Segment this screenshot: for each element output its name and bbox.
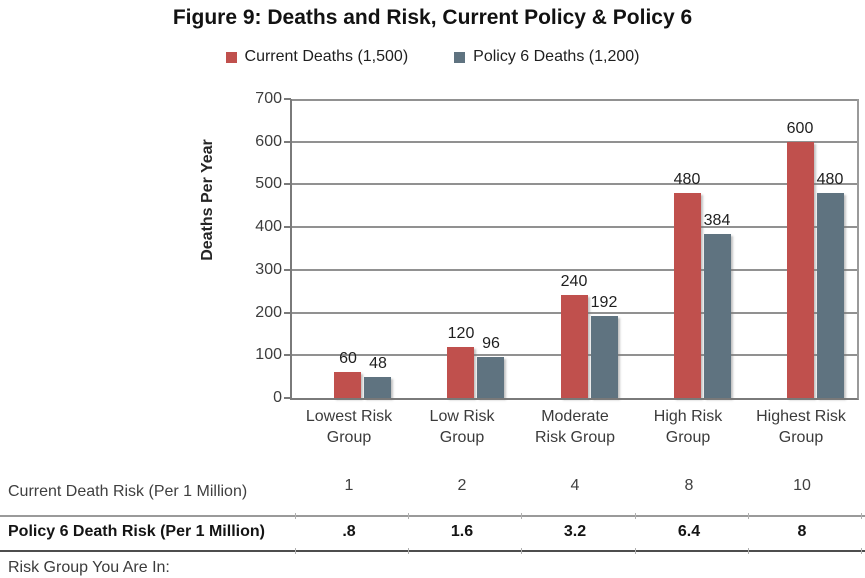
- y-tick-label: 200: [255, 304, 282, 321]
- category-label: Moderate Risk Group: [534, 408, 616, 446]
- y-tick-mark: [284, 354, 291, 356]
- bar-current-deaths: [561, 295, 588, 398]
- divider-tick: [521, 513, 522, 519]
- bar-value-label: 60: [339, 350, 357, 367]
- bar-value-label: 600: [786, 120, 814, 137]
- table-row-current-death-risk: Current Death Risk (Per 1 Million) 1 2 4 8 10: [0, 472, 865, 504]
- bar-value-label: 192: [590, 294, 618, 311]
- divider-tick: [748, 513, 749, 519]
- grid-line: [292, 99, 857, 101]
- bar-policy6-deaths: [704, 234, 731, 398]
- y-tick-label: 400: [255, 218, 282, 235]
- divider-tick: [635, 548, 636, 554]
- category-label: High Risk Group: [653, 408, 723, 446]
- bar-current-deaths: [787, 142, 814, 398]
- legend-label: Policy 6 Deaths (1,200): [473, 48, 640, 65]
- table-cell-value: 1: [344, 477, 354, 494]
- grid-line: [292, 226, 857, 228]
- table-cell-value: 8: [797, 523, 807, 540]
- divider-tick: [408, 548, 409, 554]
- chart-legend: Current Deaths (1,500) Policy 6 Deaths (1…: [0, 48, 865, 66]
- y-tick-label: 500: [255, 175, 282, 192]
- legend-color-swatch: [225, 51, 237, 63]
- y-tick-mark: [284, 397, 291, 399]
- divider-tick: [408, 513, 409, 519]
- bar-value-label: 48: [369, 355, 387, 372]
- divider-tick: [861, 548, 862, 554]
- y-tick-mark: [284, 269, 291, 271]
- risk-group-footer-label: Risk Group You Are In:: [8, 559, 170, 576]
- table-cell-value: 3.2: [563, 523, 587, 540]
- category-label: Highest Risk Group: [756, 408, 846, 446]
- bar-value-label: 120: [447, 325, 475, 342]
- bar-policy6-deaths: [817, 193, 844, 398]
- legend-item: Policy 6 Deaths (1,200): [454, 48, 639, 66]
- category-label: Low Risk Group: [429, 408, 495, 446]
- table-cell-value: 1.6: [450, 523, 474, 540]
- divider-tick: [295, 513, 296, 519]
- y-axis-title: Deaths Per Year: [199, 139, 216, 261]
- y-tick-mark: [284, 98, 291, 100]
- table-cell-value: 10: [793, 477, 811, 494]
- table-row-policy6-death-risk: Policy 6 Death Risk (Per 1 Million) .8 1.6…: [0, 517, 865, 549]
- table-row-label: Policy 6 Death Risk (Per 1 Million): [8, 523, 265, 540]
- table-cell-value: 2: [457, 477, 467, 494]
- table-cell-value: 6.4: [677, 523, 701, 540]
- grid-line: [292, 269, 857, 271]
- bar-policy6-deaths: [364, 377, 391, 398]
- bar-value-label: 96: [482, 335, 500, 352]
- plot-area: 60 120 240 480 600 48 96 192 384 480: [290, 99, 859, 400]
- bar-current-deaths: [674, 193, 701, 398]
- bar-policy6-deaths: [477, 357, 504, 398]
- y-tick-label: 100: [255, 346, 282, 363]
- legend-label: Current Deaths (1,500): [244, 48, 409, 65]
- divider-tick: [295, 548, 296, 554]
- divider-tick: [861, 513, 862, 519]
- y-tick-label: 300: [255, 261, 282, 278]
- bar-current-deaths: [334, 372, 361, 398]
- bar-current-deaths: [447, 347, 474, 398]
- y-tick-mark: [284, 183, 291, 185]
- legend-color-swatch: [454, 51, 466, 63]
- divider-tick: [521, 548, 522, 554]
- figure-title: Figure 9: Deaths and Risk, Current Polic…: [172, 6, 693, 29]
- table-row-label: Current Death Risk (Per 1 Million): [8, 483, 248, 500]
- table-cell-value: .8: [342, 523, 356, 540]
- table-cell-value: 8: [684, 477, 694, 494]
- legend-item: Current Deaths (1,500): [225, 48, 409, 66]
- y-tick-mark: [284, 312, 291, 314]
- grid-line: [292, 183, 857, 185]
- table-divider-top: [0, 515, 865, 517]
- grid-line: [292, 141, 857, 143]
- bar-value-label: 240: [560, 273, 588, 290]
- y-tick-label: 700: [255, 90, 282, 107]
- y-tick-label: 600: [255, 133, 282, 150]
- bar-value-label: 480: [816, 171, 844, 188]
- bar-value-label: 384: [703, 212, 731, 229]
- table-cell-value: 4: [570, 477, 580, 494]
- y-tick-mark: [284, 226, 291, 228]
- category-label: Lowest Risk Group: [305, 408, 393, 446]
- table-divider-bottom: [0, 550, 865, 552]
- bar-policy6-deaths: [591, 316, 618, 398]
- bar-value-label: 480: [673, 171, 701, 188]
- divider-tick: [748, 548, 749, 554]
- y-tick-mark: [284, 141, 291, 143]
- y-tick-label: 0: [273, 389, 282, 406]
- divider-tick: [635, 513, 636, 519]
